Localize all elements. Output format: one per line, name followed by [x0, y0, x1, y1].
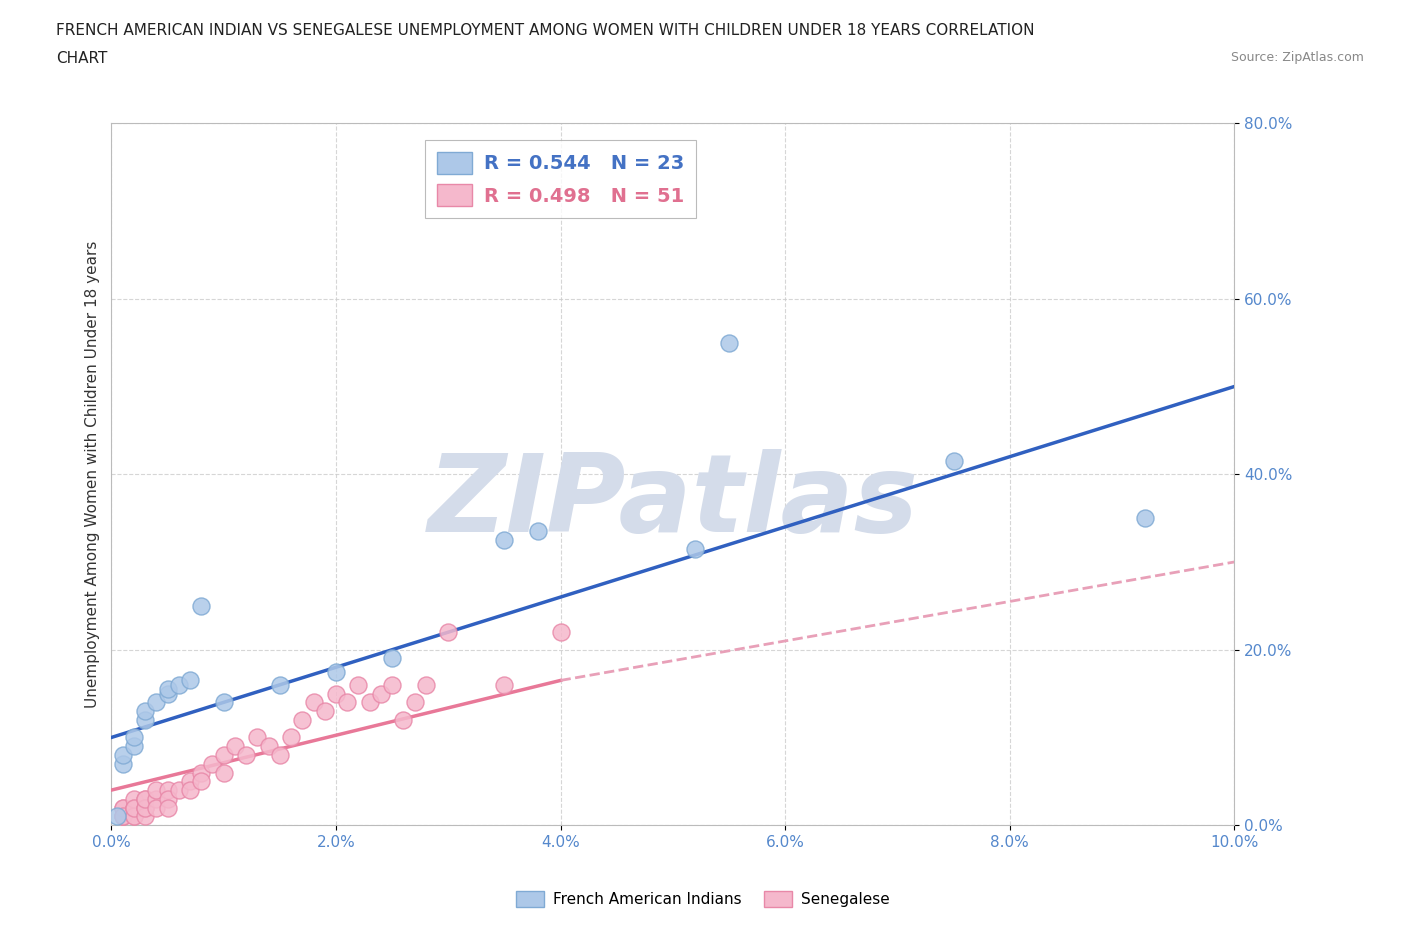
Legend: French American Indians, Senegalese: French American Indians, Senegalese — [510, 884, 896, 913]
Point — [269, 748, 291, 763]
Point — [370, 686, 392, 701]
Point — [718, 335, 741, 350]
Point — [179, 673, 201, 688]
Point — [527, 524, 550, 538]
Point — [381, 677, 404, 692]
Point — [122, 809, 145, 824]
Point — [134, 704, 156, 719]
Point — [111, 756, 134, 771]
Point — [280, 730, 302, 745]
Point — [550, 625, 572, 640]
Point — [179, 774, 201, 789]
Point — [105, 809, 128, 824]
Point — [122, 730, 145, 745]
Point — [179, 783, 201, 798]
Point — [111, 809, 134, 824]
Point — [156, 686, 179, 701]
Point — [190, 598, 212, 613]
Text: Source: ZipAtlas.com: Source: ZipAtlas.com — [1230, 51, 1364, 64]
Point — [156, 800, 179, 815]
Point — [111, 809, 134, 824]
Point — [246, 730, 269, 745]
Point — [212, 765, 235, 780]
Point — [415, 677, 437, 692]
Point — [167, 677, 190, 692]
Text: ZIPatlas: ZIPatlas — [427, 449, 918, 555]
Point — [122, 800, 145, 815]
Point — [685, 541, 707, 556]
Text: FRENCH AMERICAN INDIAN VS SENEGALESE UNEMPLOYMENT AMONG WOMEN WITH CHILDREN UNDE: FRENCH AMERICAN INDIAN VS SENEGALESE UNE… — [56, 23, 1035, 38]
Point — [212, 748, 235, 763]
Point — [291, 712, 314, 727]
Point — [122, 738, 145, 753]
Point — [145, 695, 167, 710]
Point — [212, 695, 235, 710]
Point — [134, 791, 156, 806]
Point — [257, 738, 280, 753]
Point — [494, 533, 516, 548]
Point — [1133, 511, 1156, 525]
Y-axis label: Unemployment Among Women with Children Under 18 years: Unemployment Among Women with Children U… — [86, 241, 100, 708]
Point — [167, 783, 190, 798]
Point — [404, 695, 426, 710]
Point — [111, 809, 134, 824]
Point — [134, 800, 156, 815]
Point — [381, 651, 404, 666]
Point — [122, 800, 145, 815]
Point — [392, 712, 415, 727]
Point — [134, 809, 156, 824]
Point — [190, 765, 212, 780]
Text: CHART: CHART — [56, 51, 108, 66]
Point — [437, 625, 460, 640]
Point — [145, 800, 167, 815]
Point — [190, 774, 212, 789]
Point — [145, 791, 167, 806]
Point — [201, 756, 224, 771]
Point — [942, 454, 965, 469]
Point — [325, 664, 347, 679]
Point — [269, 677, 291, 692]
Point — [235, 748, 257, 763]
Point — [111, 800, 134, 815]
Point — [111, 800, 134, 815]
Point — [156, 783, 179, 798]
Point — [134, 800, 156, 815]
Point — [302, 695, 325, 710]
Point — [224, 738, 246, 753]
Point — [145, 783, 167, 798]
Point — [359, 695, 381, 710]
Point — [134, 712, 156, 727]
Point — [111, 748, 134, 763]
Point — [134, 791, 156, 806]
Point — [122, 809, 145, 824]
Point — [122, 800, 145, 815]
Legend: R = 0.544   N = 23, R = 0.498   N = 51: R = 0.544 N = 23, R = 0.498 N = 51 — [426, 140, 696, 218]
Point — [156, 791, 179, 806]
Point — [325, 686, 347, 701]
Point — [347, 677, 370, 692]
Point — [336, 695, 359, 710]
Point — [122, 791, 145, 806]
Point — [156, 682, 179, 697]
Point — [314, 704, 336, 719]
Point — [494, 677, 516, 692]
